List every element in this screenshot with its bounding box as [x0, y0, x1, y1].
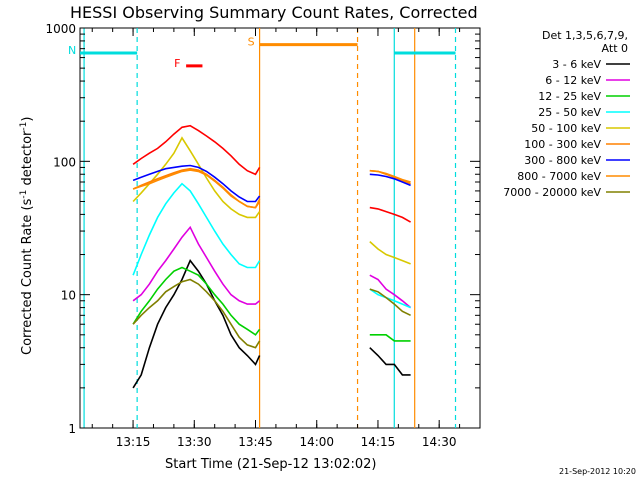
series-line-flare — [132, 124, 411, 223]
plot-frame — [79, 27, 481, 429]
series-line-2-segment — [132, 266, 261, 336]
state-marker-label-0: N — [68, 44, 76, 57]
y-tick-label-0: 1 — [68, 422, 76, 436]
x-axis: 13:15 13:30 13:45 14:00 14:15 14:30 — [91, 28, 461, 449]
series-line-8-segment — [132, 278, 261, 349]
legend-label-5: 100 - 300 keV — [524, 138, 601, 151]
x-axis-label: Start Time (21-Sep-12 13:02:02) — [165, 457, 376, 472]
x-tick-label-1: 13:30 — [177, 435, 212, 449]
legend-label-3: 25 - 50 keV — [538, 106, 601, 119]
series-line-7 — [132, 169, 411, 209]
series-line-4-segment — [132, 136, 261, 219]
legend-label-0: 3 - 6 keV — [552, 58, 601, 71]
x-tick-label-5: 14:30 — [422, 435, 457, 449]
series-line-6 — [132, 164, 411, 203]
legend-label-7: 800 - 7000 keV — [517, 170, 601, 183]
series-line-8 — [132, 278, 411, 349]
series-line-3-segment — [132, 182, 261, 276]
series-line-4-segment — [369, 241, 411, 265]
series-line-0 — [132, 259, 411, 389]
legend-header-line2: Att 0 — [602, 42, 628, 55]
series-line-2-segment — [369, 333, 411, 342]
series-lines — [132, 124, 412, 389]
legend-label-1: 6 - 12 keV — [545, 74, 601, 87]
series-line-7-segment — [132, 169, 261, 209]
legend-label-2: 12 - 25 keV — [538, 90, 601, 103]
series-line-1-segment — [132, 225, 261, 305]
y-tick-label-1: 10 — [61, 289, 76, 303]
x-tick-label-0: 13:15 — [116, 435, 151, 449]
series-line-3 — [132, 182, 411, 309]
state-markers: N S F — [68, 36, 456, 70]
y-axis-label: Corrected Count Rate (s-1 detector-1) — [19, 117, 35, 355]
x-tick-label-2: 13:45 — [238, 435, 273, 449]
series-line-3-segment — [369, 288, 411, 309]
series-line-2 — [132, 266, 411, 342]
series-line-6-segment — [369, 173, 411, 187]
y-tick-label-3: 1000 — [45, 22, 76, 36]
legend: Det 1,3,5,6,7,9, Att 0 3 - 6 keV 6 - 12 k… — [503, 29, 630, 199]
series-line-1 — [132, 225, 412, 309]
state-marker-label-2: S — [248, 36, 255, 49]
marker-vertical-lines — [83, 28, 457, 428]
y-tick-label-2: 100 — [53, 155, 76, 169]
series-line-6-segment — [132, 164, 261, 203]
legend-header-line1: Det 1,3,5,6,7,9, — [542, 29, 628, 42]
series-line-4 — [132, 136, 411, 265]
series-line-7-segment — [369, 169, 411, 183]
state-marker-label-3: F — [174, 57, 180, 70]
series-line-flare-segment — [132, 124, 261, 176]
timestamp: 21-Sep-2012 10:20 — [559, 467, 636, 476]
series-line-1-segment — [369, 274, 412, 309]
y-axis: 1 10 100 1000 — [45, 22, 480, 436]
series-line-0-segment — [132, 259, 261, 389]
x-tick-label-3: 14:00 — [299, 435, 334, 449]
series-line-8-segment — [369, 288, 411, 317]
legend-label-8: 7000 - 20000 keV — [503, 186, 601, 199]
chart-title: HESSI Observing Summary Count Rates, Cor… — [70, 3, 478, 22]
legend-label-4: 50 - 100 keV — [531, 122, 601, 135]
legend-label-6: 300 - 800 keV — [524, 154, 601, 167]
series-line-flare-segment — [369, 206, 411, 223]
series-line-0-segment — [369, 347, 411, 376]
x-tick-label-4: 14:15 — [361, 435, 396, 449]
